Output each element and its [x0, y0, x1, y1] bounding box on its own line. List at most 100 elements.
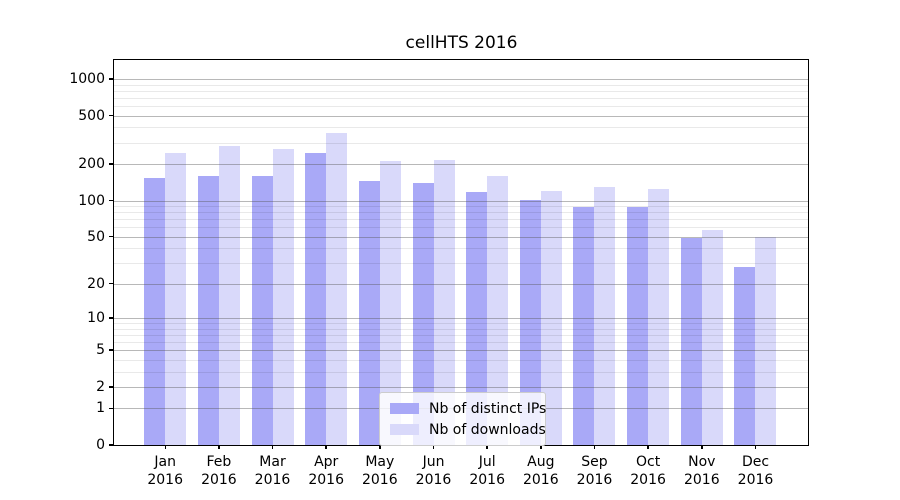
x-axis-tick [325, 445, 327, 449]
x-axis-tick [218, 445, 220, 449]
x-tick-month: Jun [422, 454, 445, 470]
x-tick-month: Apr [314, 454, 339, 470]
y-tick-label: 20 [87, 275, 105, 292]
bar-distinct-ips-dec [734, 266, 756, 445]
x-axis-tick [647, 445, 649, 449]
gridline-minor [114, 90, 808, 92]
gridline-major [114, 200, 808, 202]
bar-distinct-ips-feb [197, 176, 219, 445]
bar-distinct-ips-aug [519, 200, 541, 445]
bar-downloads-jan [165, 153, 187, 445]
bar-distinct-ips-jul [466, 192, 488, 445]
y-axis-tick [108, 444, 113, 446]
y-axis-tick [108, 349, 113, 351]
legend-item-downloads: Nb of downloads [380, 419, 546, 440]
bar-downloads-apr [326, 133, 348, 445]
y-axis-tick [108, 163, 113, 165]
chart-title: cellHTS 2016 [405, 33, 518, 53]
x-tick-month: Feb [206, 454, 232, 470]
x-axis-tick [432, 445, 435, 449]
plot-area: Nb of distinct IPs Nb of downloads 0 1 2 5 1… [69, 59, 809, 488]
x-axis-tick [754, 445, 757, 449]
gridline-minor [114, 328, 808, 330]
x-tick-year: 2016 [522, 472, 559, 488]
x-tick-year: 2016 [576, 472, 613, 488]
gridline-minor [114, 84, 808, 86]
x-tick-label-nov: Nov 2016 [667, 453, 737, 489]
gridline-minor [114, 334, 808, 336]
x-tick-month: Mar [259, 454, 286, 470]
x-tick-label-jun: Jun 2016 [399, 453, 469, 489]
bar-downloads-sep [594, 187, 616, 445]
x-tick-month: Dec [741, 454, 770, 470]
bar-distinct-ips-apr [305, 153, 327, 445]
gridline-minor [114, 371, 808, 373]
bar-downloads-dec [755, 236, 777, 445]
y-tick-label: 100 [78, 192, 105, 209]
x-tick-month: Sep [581, 454, 608, 470]
gridline-minor [114, 142, 808, 144]
x-axis-tick [271, 445, 274, 449]
bar-distinct-ips-jun [412, 182, 434, 445]
bar-downloads-oct [648, 189, 670, 445]
y-tick-label: 200 [78, 156, 105, 172]
x-tick-month: Nov [688, 454, 716, 470]
y-tick-label: 500 [78, 107, 105, 124]
gridline-major [114, 236, 808, 238]
gridline-minor [114, 212, 808, 214]
x-axis-tick [540, 445, 542, 449]
y-tick-label: 10 [87, 310, 105, 326]
bar-downloads-aug [540, 190, 562, 445]
x-tick-year: 2016 [415, 472, 452, 488]
y-tick-label: 1000 [69, 70, 105, 87]
x-tick-year: 2016 [147, 472, 183, 488]
legend-swatch-downloads [390, 424, 419, 435]
gridline-minor [114, 263, 808, 265]
x-tick-year: 2016 [308, 472, 344, 488]
gridline-minor [114, 106, 808, 107]
legend-swatch-distinct-ips [390, 403, 419, 414]
bar-downloads-jul [487, 175, 509, 445]
y-tick-label: 1 [96, 400, 105, 417]
x-tick-year: 2016 [683, 472, 720, 488]
x-tick-month: Jul [478, 454, 496, 470]
bar-downloads-may [379, 160, 401, 445]
y-axis-tick [108, 282, 113, 285]
x-tick-label-aug: Aug 2016 [506, 453, 576, 489]
y-tick-label: 2 [96, 378, 105, 395]
bar-distinct-ips-jan [144, 177, 166, 445]
x-tick-year: 2016 [361, 472, 398, 488]
x-tick-month: May [365, 454, 395, 470]
gridline-minor [114, 359, 808, 361]
x-tick-year: 2016 [254, 472, 291, 488]
x-axis-tick [486, 445, 488, 449]
x-tick-label-jul: Jul 2016 [452, 453, 522, 489]
y-axis-tick [108, 407, 113, 409]
x-tick-label-mar: Mar 2016 [238, 453, 308, 489]
x-axis-tick [164, 445, 166, 449]
bar-distinct-ips-sep [573, 207, 595, 445]
y-axis-tick [108, 78, 113, 80]
y-axis-tick [108, 235, 113, 238]
gridline-major [114, 350, 808, 352]
legend-item-distinct-ips: Nb of distinct IPs [380, 398, 546, 419]
bar-distinct-ips-mar [251, 175, 273, 445]
x-tick-month: Aug [527, 454, 555, 470]
x-tick-year: 2016 [737, 472, 774, 488]
gridline-major [114, 115, 808, 117]
bar-downloads-jun [433, 160, 455, 445]
y-tick-label: 0 [96, 437, 105, 453]
gridline-major [114, 78, 808, 80]
x-tick-label-sep: Sep 2016 [560, 453, 630, 489]
x-axis-tick [701, 445, 703, 449]
x-tick-label-may: May 2016 [345, 453, 415, 489]
bar-downloads-feb [218, 146, 240, 445]
gridline-major [114, 386, 808, 388]
x-tick-year: 2016 [201, 472, 237, 488]
x-tick-label-dec: Dec 2016 [721, 453, 791, 489]
bar-distinct-ips-oct [627, 207, 649, 445]
x-tick-label-feb: Feb 2016 [184, 453, 254, 489]
y-axis-tick [108, 199, 113, 202]
legend-label-downloads: Nb of downloads [429, 421, 546, 438]
